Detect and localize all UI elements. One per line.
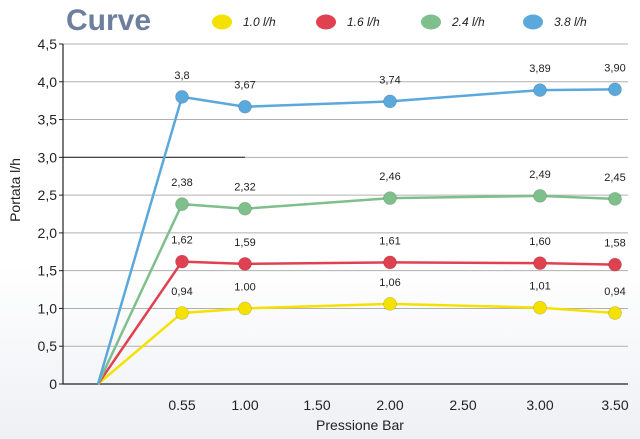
data-label: 1,06 <box>379 277 400 289</box>
data-point <box>383 191 397 206</box>
legend-label: 3.8 l/h <box>554 15 587 29</box>
data-label: 2,46 <box>379 171 400 183</box>
y-tick-label: 0,5 <box>38 338 58 354</box>
data-point <box>383 255 397 270</box>
x-tick-label: 3.00 <box>526 397 553 413</box>
x-tick-label: 0.55 <box>168 397 195 413</box>
data-point <box>383 94 397 109</box>
data-label: 1,62 <box>171 235 192 247</box>
data-point <box>175 306 189 320</box>
x-tick-label: 1.50 <box>303 397 330 413</box>
data-point <box>383 297 397 311</box>
legend: 1.0 l/h 1.6 l/h 2.4 l/h 3.8 l/h <box>212 14 587 30</box>
chart-title: Curve <box>66 4 151 37</box>
legend-swatch <box>523 14 543 30</box>
data-point <box>175 254 189 269</box>
x-tick-label: 2.50 <box>449 397 476 413</box>
y-tick-label: 4,5 <box>38 36 58 52</box>
x-axis-title: Pressione Bar <box>316 417 404 433</box>
data-label: 3,67 <box>234 80 255 92</box>
data-label: 1,60 <box>529 236 550 248</box>
data-point <box>533 188 547 203</box>
data-label: 3,8 <box>174 70 189 82</box>
data-label: 2,38 <box>171 177 192 189</box>
series-line <box>96 88 616 385</box>
y-tick-label: 3,5 <box>38 112 58 128</box>
y-tick-label: 2,5 <box>38 187 58 203</box>
data-labels: 0,94 1.00 1,06 1,01 0,94 1,62 1,59 1,61 1,60 1,58… <box>171 62 625 298</box>
legend-label: 2.4 l/h <box>451 15 485 29</box>
data-point <box>608 257 622 272</box>
y-tick-label: 2,0 <box>38 225 58 241</box>
x-tick-label: 3.50 <box>601 397 628 413</box>
data-point <box>533 300 547 315</box>
data-point <box>608 82 622 97</box>
series-line <box>96 260 616 385</box>
data-point <box>175 197 189 212</box>
x-tick-label: 2.00 <box>376 397 403 413</box>
data-label: 2,49 <box>529 169 550 181</box>
legend-swatch <box>421 14 441 30</box>
series-line <box>96 194 616 385</box>
data-label: 1,01 <box>529 281 550 293</box>
series-line <box>97 302 616 385</box>
data-point <box>238 201 252 216</box>
data-label: 3,89 <box>529 63 550 75</box>
legend-label: 1.0 l/h <box>243 15 276 29</box>
y-tick-label: 3,0 <box>38 149 58 165</box>
data-label: 3,74 <box>379 74 400 86</box>
legend-swatch <box>316 14 336 30</box>
data-point <box>175 89 189 104</box>
series-layer <box>96 82 622 385</box>
data-point <box>238 99 252 114</box>
data-point <box>608 191 622 206</box>
data-label: 2,32 <box>234 182 255 194</box>
data-point <box>533 256 547 271</box>
y-tick-label: 1,0 <box>38 300 58 316</box>
data-point <box>238 301 252 316</box>
legend-label: 1.6 l/h <box>347 15 380 29</box>
y-tick-label: 1,5 <box>38 263 58 279</box>
data-label: 3,90 <box>604 62 625 74</box>
legend-swatch <box>212 14 232 30</box>
y-axis-title: Portata l/h <box>7 158 23 222</box>
grid <box>63 43 628 347</box>
data-label: 1.00 <box>234 281 255 293</box>
data-point <box>608 306 622 320</box>
x-tick-label: 1.00 <box>231 397 258 413</box>
data-point <box>238 256 252 271</box>
y-tick-label: 4,0 <box>38 74 58 90</box>
data-label: 1,59 <box>234 237 255 249</box>
axes: 0 0,5 1,0 1,5 2,0 2,5 3,0 3,5 4,0 4,5 0.55 1.00 1.50… <box>38 36 629 413</box>
data-label: 1,61 <box>379 235 400 247</box>
data-label: 0,94 <box>604 286 625 298</box>
data-label: 1,58 <box>604 238 625 250</box>
y-tick-label: 0 <box>49 376 57 392</box>
data-label: 2,45 <box>604 172 625 184</box>
data-label: 0,94 <box>171 286 192 298</box>
data-point <box>533 83 547 97</box>
